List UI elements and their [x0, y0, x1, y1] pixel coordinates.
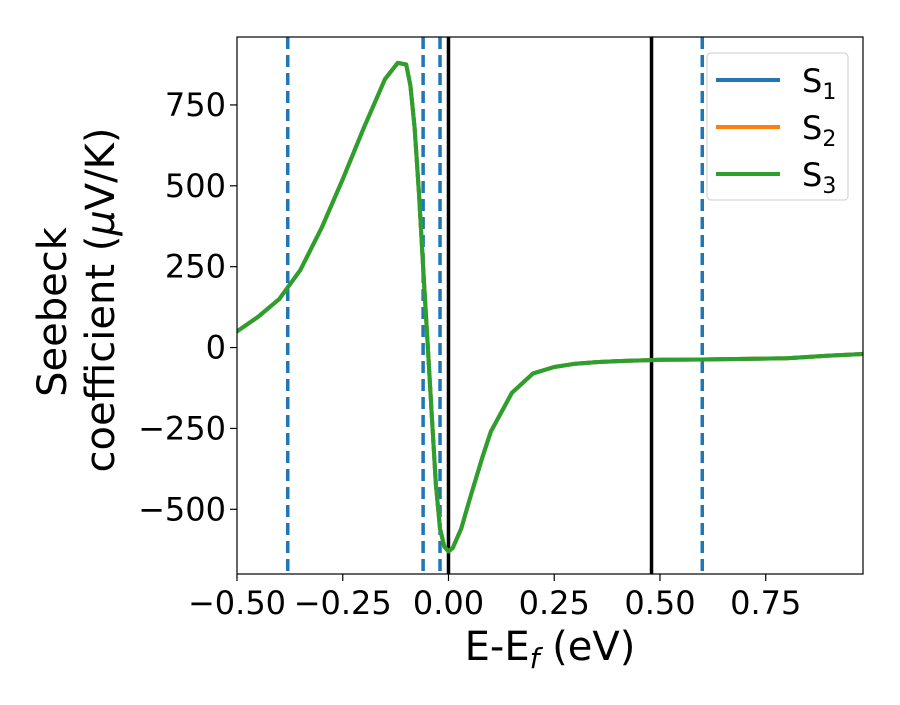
x-axis-label: E-Ef (eV)	[465, 624, 636, 675]
lines-layer	[237, 37, 863, 574]
x-tick-label: −0.25	[294, 584, 392, 622]
plot-frame	[236, 36, 864, 575]
y-tick-label: 750	[165, 86, 226, 124]
legend-label-s1: S1	[802, 62, 836, 105]
y-axis-label-line2: coefficient (μV/K)	[78, 128, 124, 473]
x-tick-label: 0.00	[413, 584, 484, 622]
legend-label-s3: S3	[802, 156, 836, 199]
y-tick-label: −500	[138, 490, 226, 528]
x-tick-label: 0.75	[730, 584, 801, 622]
y-tick-label: 250	[165, 248, 226, 286]
y-tick-label: 500	[165, 167, 226, 205]
legend-label-s2: S2	[802, 109, 836, 152]
y-axis-label-line1: Seebeck	[30, 226, 76, 397]
x-tick-label: 0.25	[519, 584, 590, 622]
x-tick-label: −0.50	[188, 584, 286, 622]
x-tick-label: 0.50	[624, 584, 695, 622]
y-tick-label: −250	[138, 409, 226, 447]
series-line-s3	[237, 60, 863, 554]
y-tick-label: 0	[206, 329, 226, 367]
ticks-layer: −0.50 −0.25 0.00 0.25 0.50 0.75 −500 −250 0 250 50…	[138, 86, 801, 622]
